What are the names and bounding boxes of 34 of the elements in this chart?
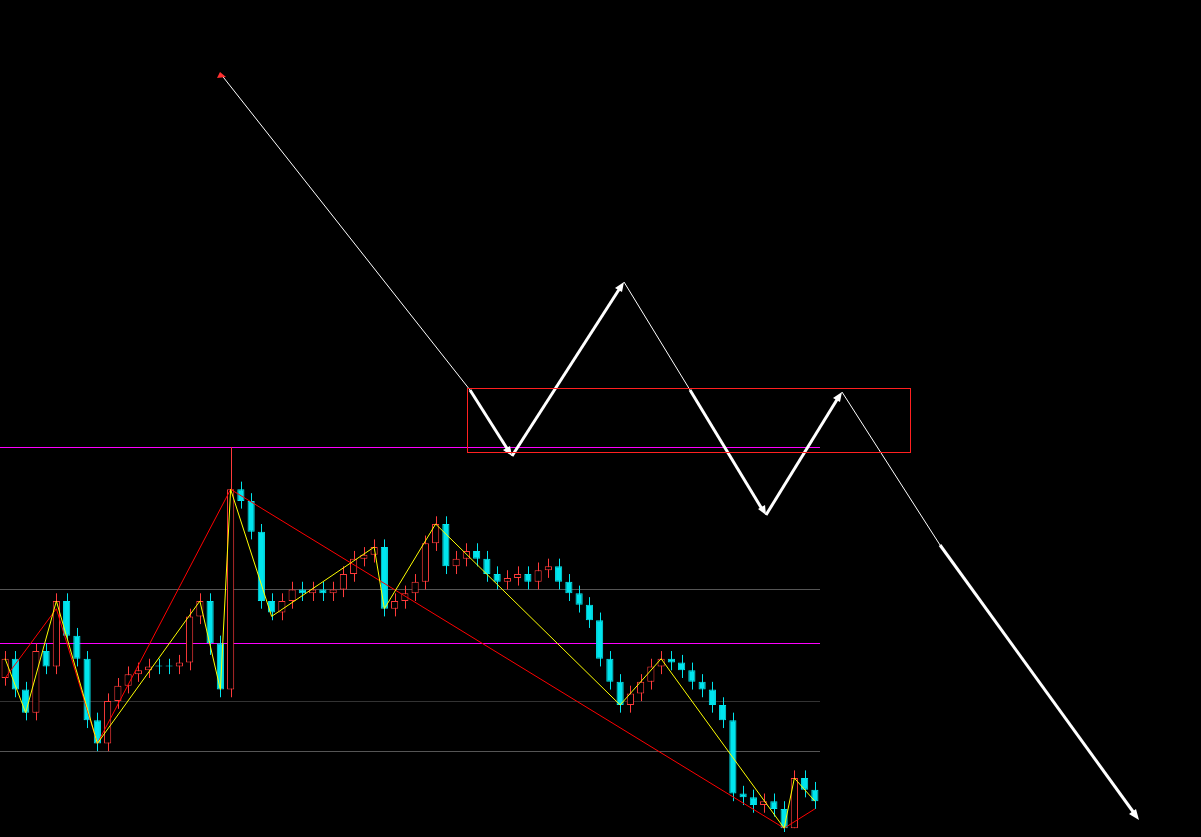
candlestick [411,573,419,602]
candlestick [749,789,757,814]
candlestick [145,658,153,679]
candlestick [134,662,142,683]
candlestick [708,681,716,714]
candlestick [719,696,727,729]
candlestick [585,596,593,629]
candlestick [360,546,368,567]
candlestick [667,650,675,671]
candlestick [114,677,122,710]
candlestick [616,673,624,714]
candlestick [483,550,491,583]
candlestick [503,569,511,590]
candlestick [575,585,583,614]
candlestick [329,581,337,602]
candlestick [339,565,347,598]
candlestick [319,581,327,602]
candlestick [493,565,501,590]
candlestick [606,650,614,691]
candlestick [544,558,552,579]
candlestick [268,592,276,621]
candlestick [391,592,399,617]
candlestick [565,573,573,602]
candlestick [524,565,532,590]
candlestick [514,565,522,587]
candlestick [534,562,542,590]
candlestick [770,793,778,818]
candlestick [801,769,809,798]
candlestick [555,558,563,590]
candlestick [42,642,50,675]
candlestick [298,581,306,602]
candlestick [73,627,81,667]
candlestick [688,662,696,691]
candlestick [698,673,706,698]
